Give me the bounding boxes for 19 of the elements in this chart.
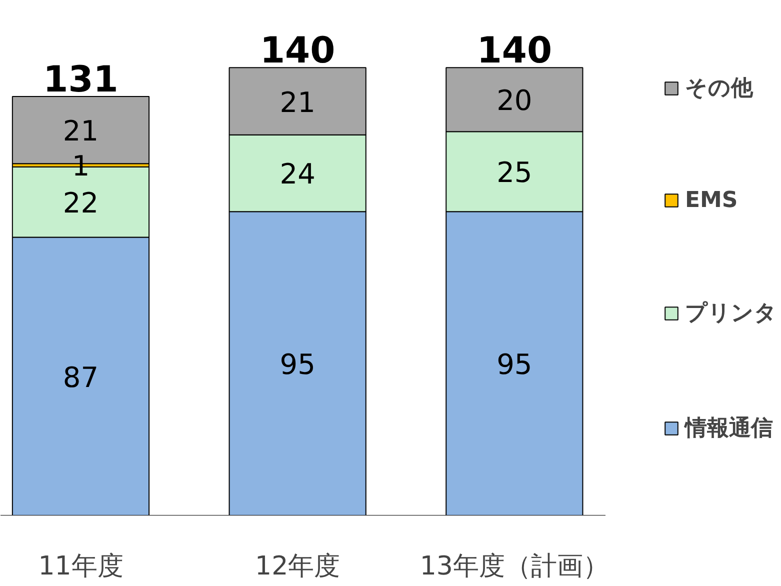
data-label: 21 <box>280 86 316 119</box>
legend-label: プリンタ <box>685 300 777 328</box>
total-label: 140 <box>260 30 336 72</box>
total-label: 131 <box>43 59 118 100</box>
data-label: 20 <box>496 84 532 118</box>
data-label: 25 <box>496 156 532 190</box>
x-tick-label: 12年度 <box>255 552 340 582</box>
legend-label: 情報通信 <box>685 414 773 442</box>
x-tick-label: 13年度（計画） <box>420 552 609 582</box>
data-label: 21 <box>62 114 99 148</box>
data-label: 22 <box>62 186 99 220</box>
x-tick-label: 11年度 <box>38 552 124 582</box>
legend-label: その他 <box>685 74 753 102</box>
data-label: 24 <box>280 158 316 191</box>
data-label: 87 <box>62 360 99 394</box>
data-label: 95 <box>496 348 532 382</box>
data-label: 95 <box>280 348 316 382</box>
total-label: 140 <box>476 30 552 72</box>
legend-label: EMS <box>685 188 738 212</box>
